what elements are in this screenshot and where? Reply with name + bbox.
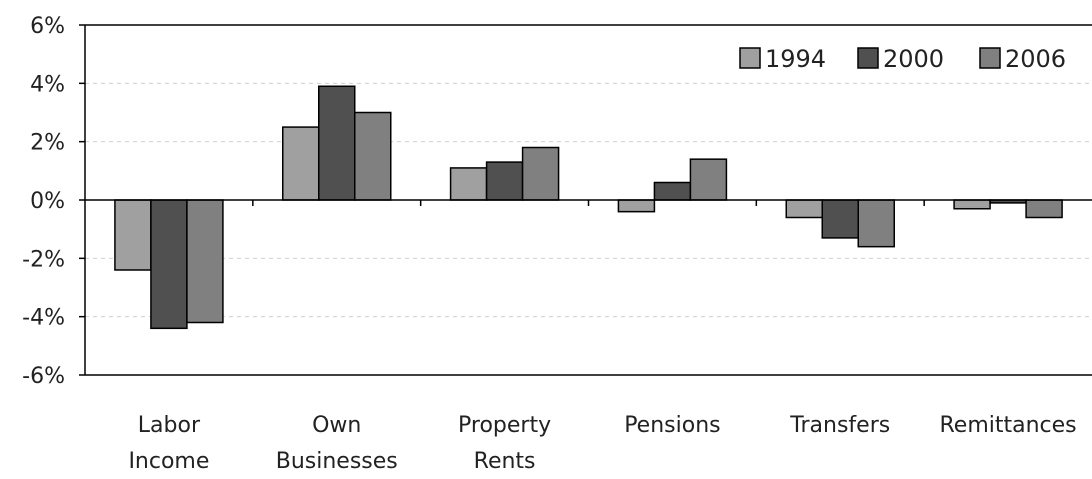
legend: 1994 2000 2006 xyxy=(739,45,1066,73)
bar-2000 xyxy=(318,85,356,201)
category-label: Businesses xyxy=(276,449,398,474)
y-tick-label: 4% xyxy=(30,72,65,97)
y-tick-label: 0% xyxy=(30,189,65,214)
legend-label-2006: 2006 xyxy=(1005,45,1066,73)
bar-1994 xyxy=(282,126,320,201)
legend-label-1994: 1994 xyxy=(765,45,826,73)
bar-2006 xyxy=(857,199,895,248)
bar-2000 xyxy=(821,199,859,239)
bar-2000 xyxy=(485,161,524,201)
category-label: Pensions xyxy=(624,413,720,438)
y-tick-labels: -6% -4% -2% 0% 2% 4% 6% xyxy=(22,14,65,389)
category-label: Transfers xyxy=(789,413,890,438)
legend-swatch-2000 xyxy=(857,47,879,69)
category-label: Rents xyxy=(474,449,536,474)
legend-swatch-2006 xyxy=(979,47,1001,69)
category-label: Income xyxy=(128,449,209,474)
legend-label-2000: 2000 xyxy=(883,45,944,73)
bar-1994 xyxy=(785,199,823,219)
category-labels: Labor Income Own Businesses Property Rents Pen… xyxy=(128,413,1076,474)
bar-2000 xyxy=(150,199,188,330)
y-tick-label: -6% xyxy=(22,364,65,389)
bar-1994 xyxy=(953,199,991,210)
category-label: Property xyxy=(458,413,551,438)
bar-2006 xyxy=(689,158,728,201)
bar-1994 xyxy=(449,167,488,201)
bar-2006 xyxy=(521,146,560,201)
y-tick-label: -4% xyxy=(22,306,65,331)
bar-2006 xyxy=(1025,199,1063,219)
bar-1994 xyxy=(114,199,152,271)
category-label: Remittances xyxy=(940,413,1077,438)
category-label: Own xyxy=(312,413,361,438)
bar-1994 xyxy=(617,199,656,213)
axes xyxy=(79,24,1092,376)
bar-2000 xyxy=(653,181,692,201)
y-tick-label: 6% xyxy=(30,14,65,39)
legend-swatch-1994 xyxy=(739,47,761,69)
bar-2006 xyxy=(354,111,392,201)
y-tick-label: -2% xyxy=(22,247,65,272)
y-tick-label: 2% xyxy=(30,131,65,156)
bars xyxy=(114,85,1063,330)
category-label: Labor xyxy=(138,413,201,438)
bar-2006 xyxy=(186,199,224,324)
